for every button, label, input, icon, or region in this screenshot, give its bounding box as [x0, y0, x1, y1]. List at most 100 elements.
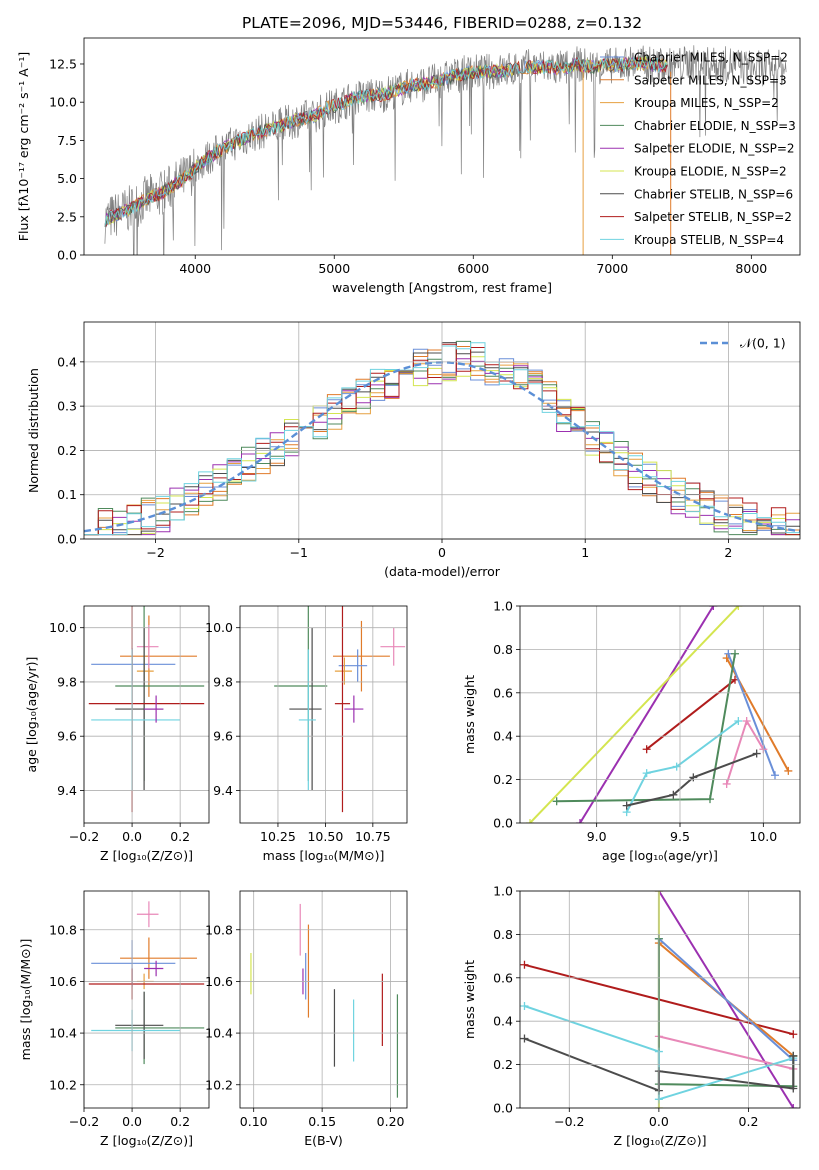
x-axis-label: Z [log₁₀(Z/Z⊙)]	[100, 848, 193, 863]
y-tick-label: 9.6	[57, 729, 77, 744]
y-tick-label: 9.8	[57, 674, 77, 689]
weight-line	[556, 653, 736, 803]
y-axis-label: Normed distribution	[26, 368, 41, 493]
x-tick-label: −0.2	[69, 1114, 99, 1129]
weight-marker	[731, 649, 739, 658]
x-tick-label: 9.0	[587, 829, 607, 844]
legend-entry: Salpeter ELODIE, N_SSP=2	[634, 142, 795, 156]
weight-marker	[784, 766, 793, 775]
y-tick-label: 10.6	[205, 974, 233, 989]
y-tick-label: 1.0	[493, 599, 513, 614]
plot-area-4	[526, 606, 793, 823]
weight-marker	[622, 801, 631, 810]
x-tick-label: 10.25	[260, 829, 296, 844]
y-tick-label: 0.2	[493, 772, 513, 787]
y-tick-label: 9.8	[213, 674, 233, 689]
legend-entry: Salpeter MILES, N_SSP=3	[634, 73, 787, 87]
x-tick-label: −0.2	[554, 1114, 584, 1129]
x-tick-label: 0.0	[649, 1114, 669, 1129]
x-tick-label: −0.2	[69, 829, 99, 844]
x-tick-label: 2	[724, 545, 732, 560]
weight-line	[625, 720, 739, 813]
x-tick-label: 1	[581, 545, 589, 560]
y-tick-label: 9.4	[57, 783, 77, 798]
legend-entry: Kroupa MILES, N_SSP=2	[634, 96, 779, 110]
y-tick-label: 0.2	[57, 443, 77, 458]
x-tick-label: 8000	[735, 261, 767, 276]
weight-marker	[724, 649, 733, 658]
plot-area-0	[104, 45, 787, 255]
weight-line	[579, 606, 715, 823]
plot-area-3	[274, 606, 406, 813]
y-tick-label: 10.6	[49, 974, 77, 989]
weight-marker	[520, 1034, 529, 1043]
x-tick-label: 0.2	[739, 1114, 759, 1129]
weight-line	[658, 1035, 794, 1070]
legend-entry: Salpeter STELIB, N_SSP=2	[634, 210, 792, 224]
legend-entry: Chabrier MILES, N_SSP=2	[634, 51, 788, 65]
y-tick-label: 0.3	[57, 399, 77, 414]
axes-frame	[83, 605, 210, 824]
weight-marker	[669, 790, 678, 799]
chart-title: PLATE=2096, MJD=53446, FIBERID=0288, z=0…	[242, 14, 642, 32]
axes-frame	[519, 890, 801, 1109]
y-axis-label: mass [log₁₀(M/M⊙)]	[18, 939, 33, 1061]
weight-marker	[752, 749, 761, 758]
weight-marker	[672, 762, 681, 771]
weight-marker	[734, 717, 743, 726]
y-tick-label: 10.4	[49, 1026, 77, 1041]
y-tick-label: 0.4	[493, 1014, 513, 1029]
panel-0: 4000 5000 6000 7000 8000 0.0 2.5 5.0 7.5 10.0 12.5…	[16, 37, 801, 295]
y-tick-label: 0.4	[57, 354, 77, 369]
y-tick-label: 0.0	[57, 532, 77, 547]
x-axis-label: (data-model)/error	[384, 564, 501, 579]
x-tick-label: 10.75	[355, 829, 391, 844]
x-tick-label: 10.0	[749, 829, 777, 844]
legend-entry: 𝒩(0, 1)	[740, 336, 786, 351]
y-tick-label: 5.0	[57, 171, 77, 186]
y-tick-label: 1.0	[493, 884, 513, 899]
weight-marker	[552, 797, 561, 806]
panel-5: −0.2 0.0 0.2 10.2 10.4 10.6 10.8 Z [log₁₀(Z/Z⊙)…	[18, 890, 210, 1148]
weight-marker	[789, 1051, 798, 1060]
weight-marker	[789, 1104, 798, 1108]
y-tick-label: 10.8	[49, 922, 77, 937]
x-tick-label: 5000	[318, 261, 350, 276]
legend-entry: Chabrier ELODIE, N_SSP=3	[634, 119, 796, 133]
histogram-line	[84, 342, 800, 536]
axes-frame	[239, 890, 408, 1109]
x-tick-label: 0.0	[122, 1114, 142, 1129]
y-tick-label: 0.6	[493, 970, 513, 985]
weight-line	[658, 937, 794, 1062]
weight-marker	[706, 795, 714, 804]
panel-6: 0.10 0.15 0.20 10.2 10.4 10.6 10.8 E(B-V)	[205, 890, 408, 1148]
y-tick-label: 12.5	[49, 56, 77, 71]
weight-marker	[709, 606, 718, 610]
x-tick-label: 0.15	[308, 1114, 336, 1129]
x-tick-label: 0.2	[170, 1114, 190, 1129]
y-tick-label: 0.0	[57, 248, 77, 263]
x-tick-label: −2	[146, 545, 164, 560]
weight-marker	[689, 773, 698, 782]
weight-marker	[520, 1002, 529, 1011]
y-tick-label: 2.5	[57, 209, 77, 224]
y-tick-label: 10.0	[49, 620, 77, 635]
x-tick-label: −1	[290, 545, 308, 560]
weight-marker	[642, 745, 651, 754]
y-tick-label: 0.4	[493, 729, 513, 744]
axes-frame	[83, 37, 801, 256]
x-tick-label: 6000	[457, 261, 489, 276]
weight-marker	[642, 769, 651, 778]
model-spectrum-line	[104, 55, 668, 227]
x-axis-label: wavelength [Angstrom, rest frame]	[332, 280, 552, 295]
y-tick-label: 0.8	[493, 927, 513, 942]
y-tick-label: 0.2	[493, 1057, 513, 1072]
axes-frame	[239, 605, 408, 824]
weight-marker	[722, 779, 731, 788]
y-axis-label: age [log₁₀(age/yr)]	[24, 657, 39, 773]
y-tick-label: 7.5	[57, 133, 77, 148]
y-axis-label: mass weight	[462, 675, 477, 754]
panel-1: −2 −1 0 1 2 0.0 0.1 0.2 0.3 0.4 (data-model)/error…	[26, 321, 801, 579]
panel-2: −0.2 0.0 0.2 9.4 9.6 9.8 10.0 Z [log₁₀(Z/Z⊙)] ag…	[24, 605, 210, 863]
